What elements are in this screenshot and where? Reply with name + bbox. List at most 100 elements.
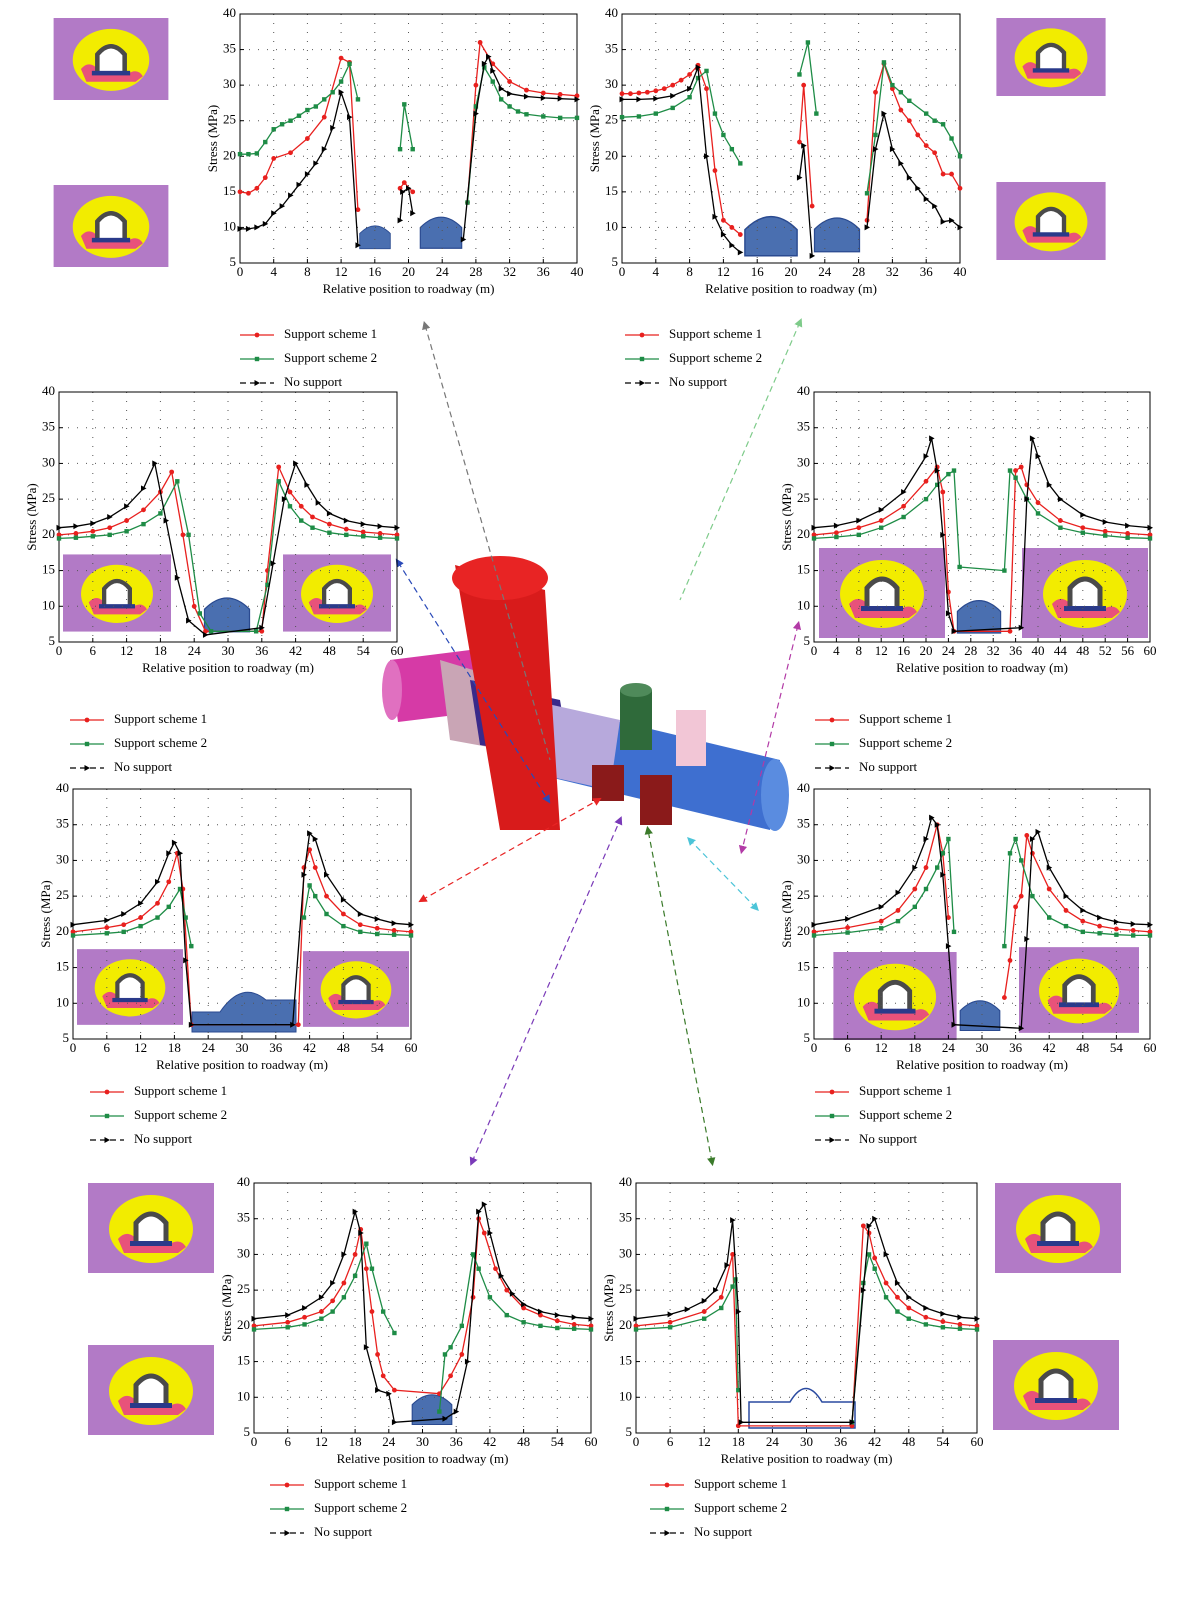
point	[670, 83, 675, 88]
x-tick-label: 8	[304, 264, 311, 279]
y-tick-label: 40	[797, 780, 810, 795]
point	[358, 922, 363, 927]
y-tick-label: 30	[797, 851, 810, 866]
x-tick-label: 12	[875, 1040, 888, 1055]
roadway-shapes	[192, 217, 1001, 1428]
point	[73, 523, 79, 529]
point	[541, 114, 545, 118]
point	[378, 536, 382, 540]
point	[322, 97, 326, 101]
point	[263, 140, 267, 144]
x-tick-label: 42	[868, 1434, 881, 1449]
legend-label: No support	[114, 759, 173, 774]
point	[912, 887, 917, 892]
point	[856, 525, 861, 530]
x-tick-label: 4	[653, 264, 660, 279]
x-tick-label: 20	[920, 643, 933, 658]
legend-marker	[85, 718, 90, 723]
point	[1103, 529, 1108, 534]
roadway	[205, 598, 250, 632]
x-tick-label: 48	[1076, 1040, 1089, 1055]
point	[299, 518, 303, 522]
legend-label: Support scheme 1	[114, 711, 207, 726]
point	[555, 1318, 560, 1323]
point	[810, 204, 815, 209]
point	[1013, 904, 1018, 909]
point	[186, 533, 190, 537]
point	[906, 1306, 911, 1311]
point	[589, 1327, 593, 1331]
point	[879, 926, 883, 930]
point	[90, 520, 96, 526]
y-tick-label: 25	[797, 490, 810, 505]
point	[319, 1317, 323, 1321]
y-tick-label: 15	[619, 1353, 632, 1368]
point	[890, 146, 896, 152]
point	[946, 472, 950, 476]
x-tick-label: 6	[104, 1040, 111, 1055]
point	[834, 530, 839, 535]
y-tick-label: 5	[626, 1424, 633, 1439]
point	[437, 1409, 441, 1413]
point	[729, 225, 734, 230]
point	[310, 526, 314, 530]
x-axis-label: Relative position to roadway (m)	[142, 660, 314, 675]
line-chart: 51015202530354006121824303642485460Relat…	[601, 1174, 984, 1539]
point	[896, 919, 900, 923]
point	[949, 172, 954, 177]
point	[339, 56, 344, 61]
y-tick-label: 30	[237, 1245, 250, 1260]
legend-label: Support scheme 2	[694, 1500, 787, 1515]
point	[924, 1322, 928, 1326]
point	[358, 911, 364, 917]
inset	[995, 1183, 1121, 1273]
x-tick-label: 12	[717, 264, 730, 279]
point	[364, 1266, 369, 1271]
point	[857, 533, 861, 537]
point	[572, 1322, 577, 1327]
point	[1097, 924, 1102, 929]
line-chart: 5101520253035400481216202428323640Relati…	[587, 5, 967, 389]
legend-label: Support scheme 1	[859, 1083, 952, 1098]
point	[1097, 915, 1103, 921]
point	[402, 102, 406, 106]
point	[392, 933, 396, 937]
legend-label: Support scheme 2	[669, 350, 762, 365]
point	[958, 1327, 962, 1331]
point	[713, 111, 717, 115]
point	[302, 1315, 307, 1320]
point	[1019, 465, 1024, 470]
point	[138, 924, 142, 928]
point	[381, 1373, 386, 1378]
x-axis-label: Relative position to roadway (m)	[896, 1057, 1068, 1072]
y-tick-label: 35	[797, 816, 810, 831]
point	[370, 1309, 375, 1314]
point	[296, 1022, 301, 1027]
y-tick-label: 10	[797, 597, 810, 612]
point	[812, 536, 816, 540]
point	[879, 518, 884, 523]
point	[124, 518, 129, 523]
point	[1131, 928, 1136, 933]
y-tick-label: 5	[804, 633, 811, 648]
inset	[993, 1340, 1119, 1430]
legend-label: Support scheme 1	[669, 326, 762, 341]
point	[285, 1320, 290, 1325]
legend-label: Support scheme 1	[314, 1476, 407, 1491]
legend-label: Support scheme 1	[694, 1476, 787, 1491]
point	[238, 152, 242, 156]
legend-label: Support scheme 1	[284, 326, 377, 341]
x-tick-label: 6	[667, 1434, 674, 1449]
y-tick-label: 10	[223, 218, 236, 233]
x-tick-label: 30	[222, 643, 235, 658]
legend-label: No support	[859, 759, 918, 774]
legend-marker	[105, 1114, 109, 1118]
y-tick-label: 35	[605, 41, 618, 56]
legend-marker	[830, 1114, 834, 1118]
legend-marker	[640, 333, 645, 338]
y-tick-label: 10	[797, 994, 810, 1009]
point	[668, 1325, 672, 1329]
point	[713, 168, 718, 173]
x-axis-label: Relative position to roadway (m)	[721, 1451, 893, 1466]
point	[558, 92, 563, 97]
